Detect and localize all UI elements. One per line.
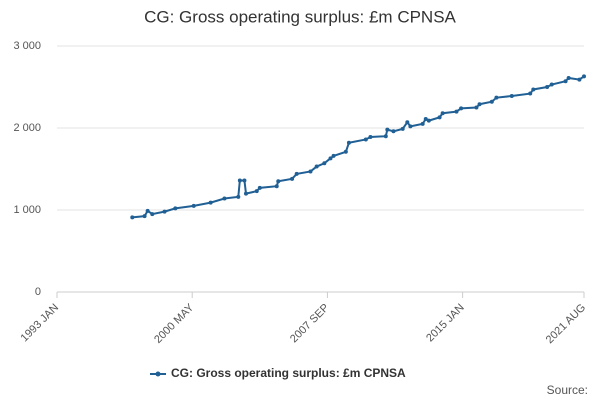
point: [173, 206, 178, 211]
point: [314, 164, 319, 169]
point: [383, 134, 388, 139]
point: [489, 99, 494, 104]
point: [454, 109, 459, 114]
point: [242, 178, 247, 183]
point: [343, 149, 348, 154]
point: [208, 200, 213, 205]
point: [528, 91, 533, 96]
point: [405, 120, 410, 125]
y-tick-label: 2 000: [13, 122, 41, 134]
point: [191, 203, 196, 208]
x-tick-label: 2007 SEP: [288, 302, 332, 346]
chart-title: CG: Gross operating surplus: £m CPNSA: [144, 7, 456, 26]
x-tick-label: 1993 JAN: [19, 302, 62, 345]
point: [509, 94, 514, 99]
point: [582, 74, 586, 79]
point: [331, 153, 336, 158]
point: [346, 140, 351, 145]
legend-marker: [155, 371, 161, 377]
point: [400, 126, 405, 131]
point: [322, 161, 327, 166]
point: [150, 212, 155, 217]
point: [408, 124, 413, 129]
point: [385, 127, 390, 132]
point: [130, 215, 135, 220]
point: [363, 137, 368, 142]
point: [237, 178, 242, 183]
point: [162, 209, 167, 214]
y-tick-label: 0: [35, 286, 41, 298]
point: [577, 77, 582, 82]
point: [423, 116, 428, 121]
x-tick-label: 2021 AUG: [544, 302, 588, 346]
point: [494, 95, 499, 100]
y-tick-label: 1 000: [13, 204, 41, 216]
y-tick-label: 3 000: [13, 40, 41, 52]
point: [142, 214, 147, 219]
point: [308, 169, 313, 174]
point: [243, 191, 248, 196]
point: [276, 179, 281, 184]
point: [426, 118, 431, 123]
point: [254, 189, 259, 194]
point: [391, 129, 396, 134]
point: [368, 135, 373, 140]
point: [440, 111, 445, 116]
legend-label: CG: Gross operating surplus: £m CPNSA: [171, 366, 406, 380]
point: [294, 171, 299, 176]
point: [145, 208, 150, 213]
point: [437, 115, 442, 120]
x-tick-label: 2015 JAN: [424, 302, 467, 345]
point: [545, 85, 550, 89]
point: [459, 106, 464, 111]
point: [477, 102, 482, 107]
point: [328, 156, 333, 161]
point: [531, 87, 536, 92]
point: [274, 184, 279, 189]
source: Source:: [547, 383, 588, 397]
point: [290, 176, 295, 181]
series-line: [132, 75, 585, 219]
point: [563, 79, 568, 84]
point: [236, 194, 241, 199]
point: [222, 196, 227, 201]
point: [549, 82, 554, 87]
point: [257, 185, 262, 190]
point: [474, 105, 479, 110]
point: [566, 75, 571, 80]
x-tick-label: 2000 MAY: [152, 301, 197, 346]
point: [420, 121, 425, 126]
